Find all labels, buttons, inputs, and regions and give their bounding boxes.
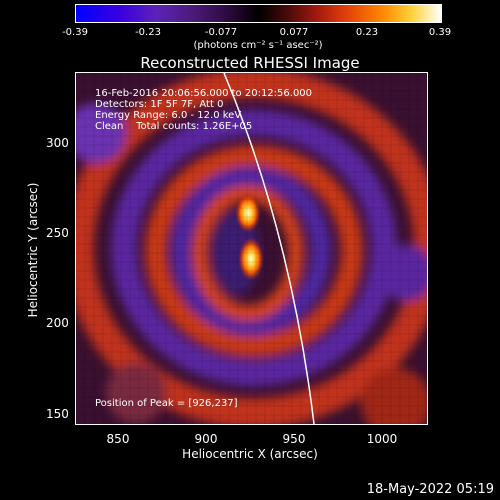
info-detectors: Detectors: 1F 5F 7F, Att 0 [95, 99, 224, 110]
colorbar [75, 4, 442, 23]
solar-limb [223, 73, 315, 424]
rhessi-image-canvas [76, 73, 427, 424]
y-tick: 300 [46, 136, 69, 150]
x-tick: 1000 [366, 432, 398, 446]
colorbar-tick: 0.39 [428, 27, 452, 38]
y-tick: 150 [46, 407, 69, 421]
rhessi-image [75, 72, 428, 425]
y-axis-label: Heliocentric Y (arcsec) [26, 182, 40, 318]
x-axis-label: Heliocentric X (arcsec) [182, 447, 318, 461]
colorbar-tick: -0.077 [204, 27, 238, 38]
colorbar-tick: 0.077 [279, 27, 309, 38]
colorbar-unit: (photons cm⁻² s⁻¹ asec⁻²) [193, 40, 323, 51]
y-tick: 200 [46, 316, 69, 330]
colorbar-tick: 0.23 [355, 27, 379, 38]
image-title: Reconstructed RHESSI Image [140, 54, 360, 72]
x-tick: 900 [194, 432, 218, 446]
y-tick: 250 [46, 226, 69, 240]
info-energy-range: Energy Range: 6.0 - 12.0 keV [95, 110, 242, 121]
x-tick: 850 [106, 432, 130, 446]
colorbar-tick: -0.23 [135, 27, 161, 38]
x-tick: 950 [282, 432, 306, 446]
info-peak-position: Position of Peak = [926,237] [95, 398, 238, 409]
info-clean-counts: Clean Total counts: 1.26E+05 [95, 121, 253, 132]
info-time-range: 16-Feb-2016 20:06:56.000 to 20:12:56.000 [95, 88, 313, 99]
colorbar-tick: -0.39 [62, 27, 88, 38]
timestamp: 18-May-2022 05:19 [366, 482, 494, 497]
